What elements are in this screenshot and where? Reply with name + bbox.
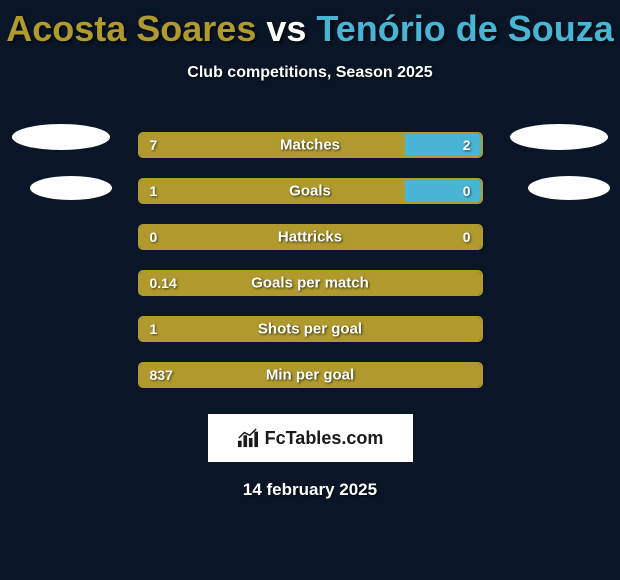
stat-row: 0 0 Hattricks [0,214,620,260]
stat-label: Goals per match [251,275,369,292]
player2-name: Tenório de Souza [316,8,613,49]
date-text: 14 february 2025 [0,480,620,500]
stat-bar-left [140,180,406,202]
stat-row: 7 2 Matches [0,122,620,168]
stat-value-left: 837 [150,367,173,383]
stat-label: Shots per goal [258,321,362,338]
stat-bar-left [140,134,406,156]
stat-value-right: 0 [463,183,471,199]
stat-label: Matches [280,137,340,154]
stat-row: 1 0 Goals [0,168,620,214]
stat-value-right: 0 [463,229,471,245]
comparison-title: Acosta Soares vs Tenório de Souza [0,0,620,50]
stat-value-left: 1 [150,183,158,199]
player1-name: Acosta Soares [6,8,256,49]
stat-label: Hattricks [278,229,342,246]
stat-row: 1 Shots per goal [0,306,620,352]
stat-bar-track: 837 Min per goal [138,362,483,388]
subtitle: Club competitions, Season 2025 [0,64,620,82]
stat-bar-track: 1 Shots per goal [138,316,483,342]
stat-value-left: 1 [150,321,158,337]
branding-text: FcTables.com [265,428,384,449]
stat-bar-track: 0 0 Hattricks [138,224,483,250]
stat-label: Goals [289,183,331,200]
vs-text: vs [266,8,306,49]
stat-row: 0.14 Goals per match [0,260,620,306]
stat-bar-track: 7 2 Matches [138,132,483,158]
stats-area: 7 2 Matches 1 0 Goals 0 0 Hattricks 0.14 Goals per… [0,122,620,398]
stat-label: Min per goal [266,367,354,384]
stat-row: 837 Min per goal [0,352,620,398]
branding-box: FcTables.com [208,414,413,462]
stat-value-left: 0 [150,229,158,245]
stat-bar-track: 1 0 Goals [138,178,483,204]
stat-value-right: 2 [463,137,471,153]
stat-value-left: 7 [150,137,158,153]
fctables-logo-icon [237,428,259,448]
stat-bar-track: 0.14 Goals per match [138,270,483,296]
stat-value-left: 0.14 [150,275,177,291]
